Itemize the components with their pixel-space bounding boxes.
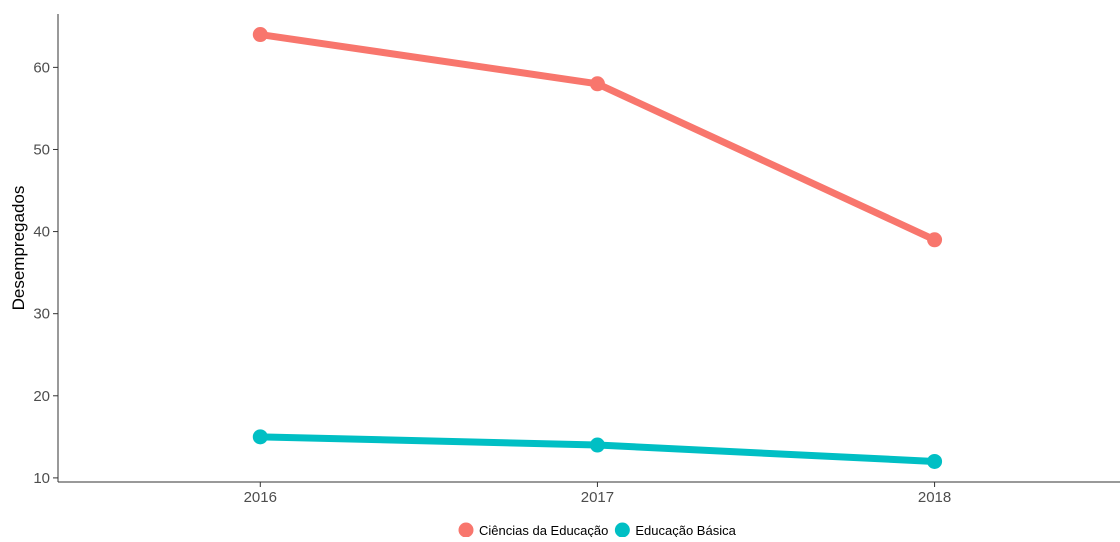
- legend: Ciências da Educação Educação Básica: [458, 522, 737, 538]
- legend-label: Educação Básica: [635, 523, 736, 537]
- series-1: [252, 429, 943, 469]
- legend-swatch: [614, 522, 630, 538]
- x-tick-label: 2018: [918, 489, 951, 506]
- legend-label: Ciências da Educação: [479, 523, 608, 537]
- data-point: [589, 437, 605, 453]
- series-layer: [252, 27, 943, 469]
- data-point: [927, 232, 943, 248]
- data-point: [252, 429, 268, 445]
- y-tick-label: 30: [33, 306, 50, 323]
- y-tick-label: 20: [33, 388, 50, 405]
- series-line: [256, 31, 939, 244]
- series-0: [252, 27, 943, 248]
- legend-item: Educação Básica: [614, 522, 737, 538]
- y-axis-title: Desempregados: [9, 186, 28, 311]
- data-point: [252, 27, 268, 43]
- data-point: [589, 76, 605, 92]
- legend-item: Ciências da Educação: [458, 522, 608, 538]
- y-tick-label: 50: [33, 141, 50, 158]
- x-tick-label: 2016: [244, 489, 277, 506]
- x-tick-label: 2017: [581, 489, 614, 506]
- y-tick-label: 10: [33, 470, 50, 487]
- legend-swatch: [458, 522, 474, 538]
- data-point: [927, 453, 943, 469]
- y-tick-label: 60: [33, 59, 50, 76]
- y-tick-label: 40: [33, 224, 50, 241]
- axes: 10 20 30 40 50 60 2016 2017 2018: [33, 14, 1120, 506]
